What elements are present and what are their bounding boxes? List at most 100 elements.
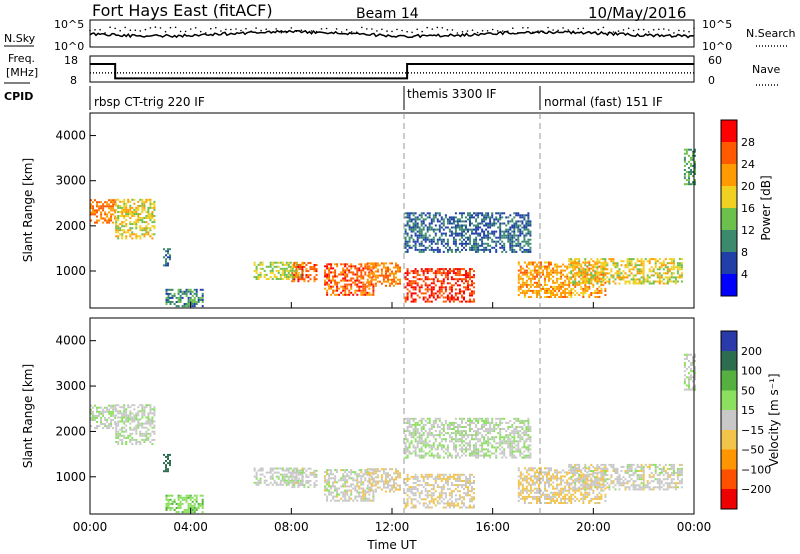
power-cell (638, 260, 641, 263)
power-cell (283, 263, 286, 266)
power-cell (385, 272, 387, 275)
velocity-cell (189, 502, 192, 505)
power-cell (171, 296, 174, 299)
power-cell (523, 271, 526, 274)
power-cell (692, 156, 694, 159)
velocity-cell (285, 473, 288, 476)
velocity-cell (505, 436, 508, 439)
power-cell (473, 290, 475, 293)
power-cell (151, 237, 154, 240)
power-cell (690, 158, 692, 161)
power-cell (438, 214, 441, 217)
power-cell (452, 222, 455, 225)
velocity-cell (461, 430, 463, 433)
velocity-cell (454, 450, 457, 453)
velocity-cell (143, 432, 146, 435)
power-cell (499, 230, 502, 233)
velocity-cell (326, 479, 329, 482)
velocity-cell (412, 486, 415, 489)
power-cell (525, 265, 528, 268)
velocity-cell (424, 430, 427, 433)
power-cell (354, 283, 357, 286)
velocity-cell (121, 430, 124, 433)
velocity-cell (477, 448, 480, 451)
power-cell (440, 282, 443, 285)
velocity-cell (326, 489, 329, 492)
power-cell (452, 236, 455, 239)
velocity-cell (330, 477, 333, 480)
power-cell (173, 294, 176, 297)
velocity-cell (285, 481, 288, 484)
power-cell (564, 265, 567, 268)
power-cell (616, 274, 619, 277)
power-cell (438, 238, 441, 241)
power-cell (533, 269, 536, 272)
velocity-cell (342, 499, 345, 502)
power-cell (147, 198, 150, 201)
velocity-cell (139, 430, 142, 433)
velocity-cell (364, 489, 367, 492)
power-cell (438, 220, 441, 223)
velocity-cell (414, 426, 417, 428)
power-cell (404, 246, 407, 249)
power-cell (187, 296, 190, 299)
velocity-cell (426, 494, 429, 497)
velocity-cell (463, 417, 465, 420)
velocity-cell (410, 502, 413, 505)
power-cell (385, 284, 387, 287)
power-cell (444, 216, 447, 219)
cpid-label: CPID (4, 90, 33, 103)
velocity-cell (117, 424, 120, 427)
power-cell (477, 214, 480, 217)
power-cell (688, 166, 690, 169)
velocity-cell (513, 430, 516, 433)
power-cell (424, 288, 427, 291)
power-cell (523, 261, 526, 264)
power-cell (475, 240, 478, 243)
power-cell (550, 277, 552, 280)
velocity-cell (102, 423, 105, 425)
power-cell (273, 265, 276, 268)
power-cell (572, 262, 575, 265)
power-cell (509, 236, 512, 239)
power-cell (666, 268, 669, 271)
power-cell (692, 164, 694, 167)
power-cell (652, 280, 655, 283)
power-cell (406, 248, 409, 251)
velocity-cell (436, 423, 439, 426)
power-cell (544, 275, 546, 278)
velocity-cell (424, 475, 427, 478)
velocity-cell (489, 438, 492, 441)
velocity-cell (483, 454, 486, 457)
power-cell (428, 222, 431, 225)
power-cell (426, 246, 429, 249)
velocity-cell (253, 467, 256, 470)
power-cell (467, 282, 469, 285)
velocity-cell (442, 492, 445, 495)
velocity-cell (356, 481, 359, 484)
velocity-cell (404, 456, 407, 459)
velocity-cell (348, 499, 351, 502)
power-cell (454, 238, 457, 241)
velocity-cell (450, 436, 453, 439)
velocity-cell (151, 443, 154, 445)
power-cell (456, 274, 459, 277)
power-cell (372, 272, 375, 275)
velocity-cell (428, 417, 431, 420)
power-cell (672, 258, 675, 261)
power-cell (454, 248, 457, 251)
power-cell (560, 296, 563, 298)
power-cell (326, 289, 329, 292)
power-cell (574, 266, 577, 269)
noise-search-point (376, 30, 378, 32)
power-cell (135, 237, 138, 240)
velocity-cell (479, 417, 482, 420)
velocity-cell (297, 486, 300, 489)
power-cell (434, 212, 437, 215)
power-cell (685, 171, 688, 173)
power-cell (378, 280, 381, 283)
velocity-cell (110, 418, 113, 421)
velocity-cell (366, 480, 369, 483)
power-cell (450, 278, 453, 281)
velocity-cell (293, 484, 296, 487)
